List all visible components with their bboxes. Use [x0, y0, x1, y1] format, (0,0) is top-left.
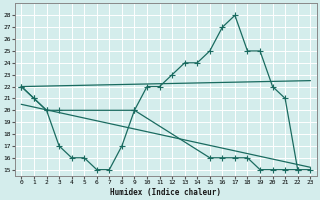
- X-axis label: Humidex (Indice chaleur): Humidex (Indice chaleur): [110, 188, 221, 197]
